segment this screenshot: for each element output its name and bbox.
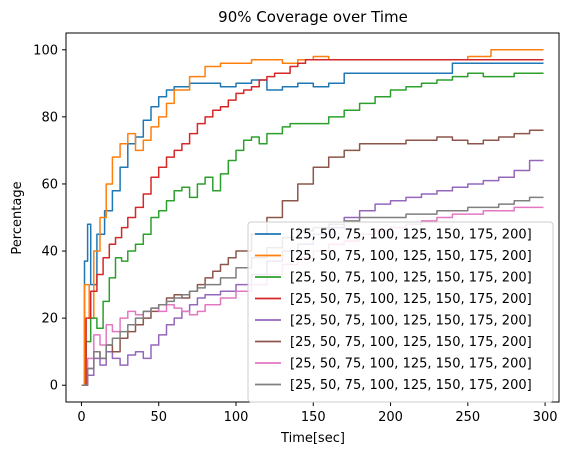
x-tick-label: 0 — [77, 410, 85, 425]
x-tick-label: 100 — [224, 410, 249, 425]
legend-label-1: [25, 50, 75, 100, 125, 150, 175, 200] — [290, 228, 532, 243]
y-tick-label: 40 — [41, 245, 58, 260]
series-line-5 — [81, 159, 544, 386]
series-line-4 — [81, 59, 544, 386]
y-axis-label: Percentage — [10, 181, 25, 254]
y-axis: 0 20 40 60 80 100 — [33, 43, 66, 394]
legend-label-4: [25, 50, 75, 100, 125, 150, 175, 200] — [290, 292, 532, 307]
x-tick-label: 250 — [455, 410, 480, 425]
y-tick-label: 0 — [50, 379, 58, 394]
series-line-1 — [81, 62, 544, 386]
x-tick-label: 150 — [301, 410, 326, 425]
legend: [25, 50, 75, 100, 125, 150, 175, 200] [25… — [247, 221, 554, 403]
x-tick-label: 50 — [150, 410, 167, 425]
x-axis: 0 50 100 150 200 250 300 — [77, 402, 558, 425]
y-tick-label: 100 — [33, 43, 58, 58]
series-line-8 — [81, 196, 544, 386]
series-line-3 — [81, 72, 544, 386]
legend-label-7: [25, 50, 75, 100, 125, 150, 175, 200] — [290, 357, 532, 372]
x-axis-label: Time[sec] — [280, 431, 345, 446]
x-tick-label: 300 — [533, 410, 558, 425]
series-line-6 — [81, 129, 544, 386]
x-tick-label: 200 — [378, 410, 403, 425]
legend-label-2: [25, 50, 75, 100, 125, 150, 175, 200] — [290, 249, 532, 264]
legend-label-8: [25, 50, 75, 100, 125, 150, 175, 200] — [290, 378, 532, 393]
legend-box — [247, 221, 554, 403]
y-tick-label: 20 — [41, 312, 58, 327]
legend-label-6: [25, 50, 75, 100, 125, 150, 175, 200] — [290, 335, 532, 350]
y-tick-label: 80 — [41, 110, 58, 125]
y-tick-label: 60 — [41, 177, 58, 192]
legend-label-5: [25, 50, 75, 100, 125, 150, 175, 200] — [290, 314, 532, 329]
chart-title: 90% Coverage over Time — [218, 8, 408, 26]
legend-label-3: [25, 50, 75, 100, 125, 150, 175, 200] — [290, 271, 532, 286]
